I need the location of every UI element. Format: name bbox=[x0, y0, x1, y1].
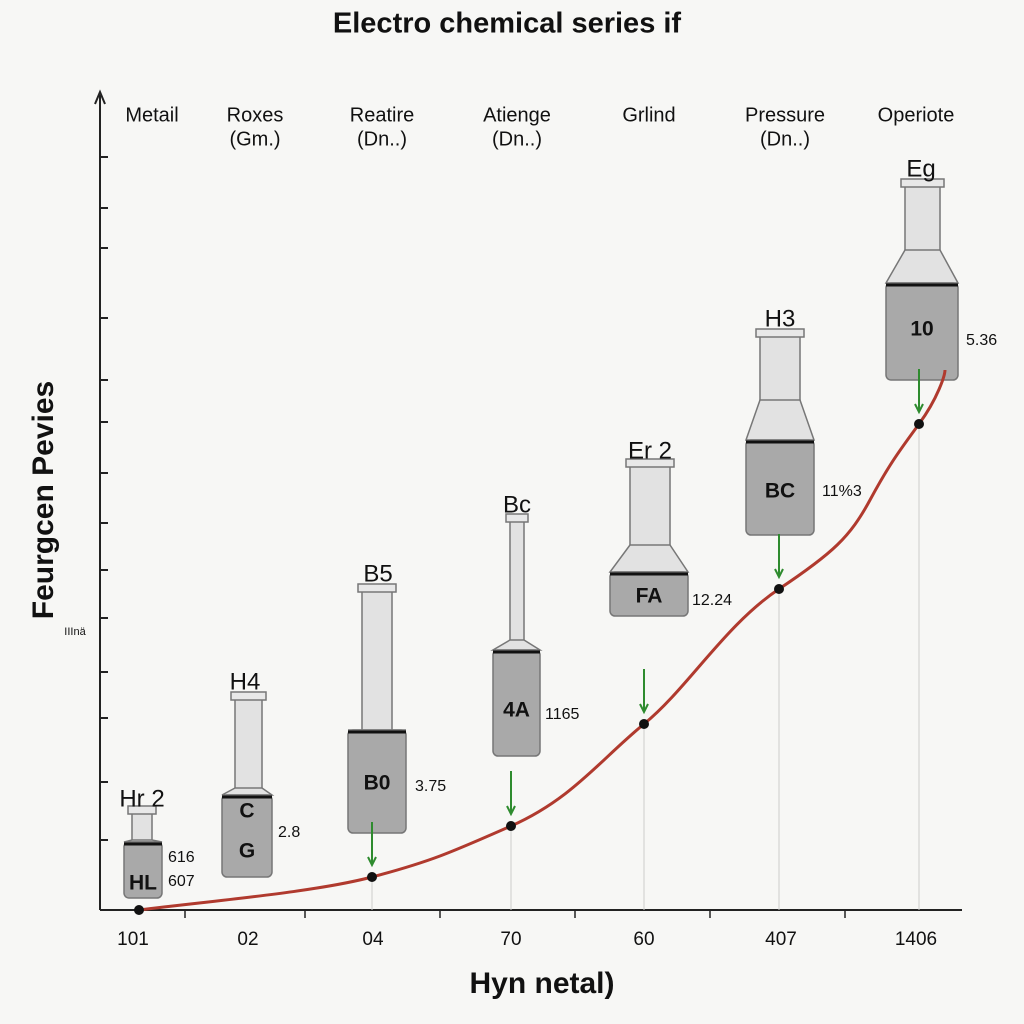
bottle-side-label: 5.36 bbox=[966, 332, 997, 349]
green-arrow bbox=[639, 669, 649, 715]
bottle-inner-label: G bbox=[239, 840, 255, 863]
y-arrow bbox=[94, 89, 106, 105]
bottle-shoulder bbox=[608, 544, 690, 573]
y-axis-note: IIInä bbox=[64, 626, 86, 638]
bottle-cap bbox=[357, 583, 397, 593]
x-tick-label: 02 bbox=[237, 929, 258, 950]
bottle-label: Hr 2 bbox=[119, 785, 164, 812]
bottle-side-label: 12.24 bbox=[692, 592, 732, 609]
bottle-cap bbox=[127, 805, 157, 815]
green-arrow bbox=[506, 771, 516, 817]
bottle-cap bbox=[505, 513, 529, 523]
bottle-cap bbox=[230, 691, 267, 701]
bottle-shoulder bbox=[884, 249, 960, 284]
bottle-body bbox=[347, 729, 407, 834]
bottle-inner-label: C bbox=[239, 800, 254, 823]
title: Electro chemical series if bbox=[333, 8, 682, 40]
column-header: (Dn..) bbox=[492, 128, 542, 150]
column-header: (Dn..) bbox=[760, 128, 810, 150]
bottle-cap bbox=[755, 328, 805, 338]
curve-point bbox=[914, 419, 924, 429]
bottle-inner-label: HL bbox=[129, 872, 157, 895]
bottle-label: H3 bbox=[765, 305, 796, 332]
x-tick-label: 407 bbox=[765, 929, 797, 950]
x-tick-label: 60 bbox=[633, 929, 654, 950]
bottle-inner-label: BC bbox=[765, 480, 795, 503]
bottle-side-label: 3.75 bbox=[415, 778, 446, 795]
bottle-cap bbox=[625, 458, 675, 468]
column-header: Grlind bbox=[622, 104, 675, 126]
x-tick-label: 04 bbox=[362, 929, 384, 950]
bottle-side-label: 1165 bbox=[545, 706, 580, 723]
bottle-label: Eg bbox=[906, 155, 935, 182]
x-tick-label: 1406 bbox=[895, 929, 937, 950]
bottle-side-label: 616 bbox=[168, 849, 195, 866]
curve-point bbox=[506, 821, 516, 831]
bottle-body bbox=[609, 571, 689, 617]
bottle-body bbox=[885, 282, 959, 381]
curve-point bbox=[774, 584, 784, 594]
green-arrow bbox=[914, 369, 924, 415]
column-header: Reatire bbox=[350, 104, 414, 126]
bottle-inner-label: B0 bbox=[364, 772, 391, 795]
bottle-label: Bc bbox=[503, 491, 531, 518]
column-header: (Gm.) bbox=[229, 128, 280, 150]
bottle-label: B5 bbox=[363, 560, 392, 587]
column-header: Metail bbox=[125, 104, 178, 126]
curve-point bbox=[134, 905, 144, 915]
bottle-body bbox=[123, 841, 163, 899]
bottle-shoulder bbox=[744, 399, 816, 441]
bottle-body bbox=[221, 794, 273, 878]
bottle-label: H4 bbox=[230, 668, 261, 695]
curve-point bbox=[639, 719, 649, 729]
bottle-cap bbox=[900, 178, 945, 188]
bottle-shoulder bbox=[221, 787, 275, 796]
bottle-inner-label: 10 bbox=[910, 318, 933, 341]
x-tick-label: 101 bbox=[117, 929, 149, 950]
y-axis-label: Feurgcen Pevies bbox=[27, 381, 60, 619]
green-arrow bbox=[367, 822, 377, 868]
bottle-side-label: 2.8 bbox=[278, 824, 300, 841]
column-header: Operiote bbox=[878, 104, 955, 126]
column-header: (Dn..) bbox=[357, 128, 407, 150]
bottle-side-label: 607 bbox=[168, 873, 195, 890]
green-arrow bbox=[774, 534, 784, 580]
column-header: Atienge bbox=[483, 104, 551, 126]
curve-point bbox=[367, 872, 377, 882]
bottle-inner-label: FA bbox=[636, 585, 663, 608]
column-header: Pressure bbox=[745, 104, 825, 126]
bottle-side-label: 11%3 bbox=[822, 483, 862, 500]
column-header: Roxes bbox=[227, 104, 284, 126]
bottle-shoulder bbox=[490, 639, 543, 651]
bottle-label: Er 2 bbox=[628, 437, 672, 464]
x-axis-label: Hyn netal) bbox=[469, 967, 614, 1000]
bottle-inner-label: 4A bbox=[503, 699, 530, 722]
x-tick-label: 70 bbox=[500, 929, 521, 950]
bottle-body bbox=[492, 649, 541, 757]
